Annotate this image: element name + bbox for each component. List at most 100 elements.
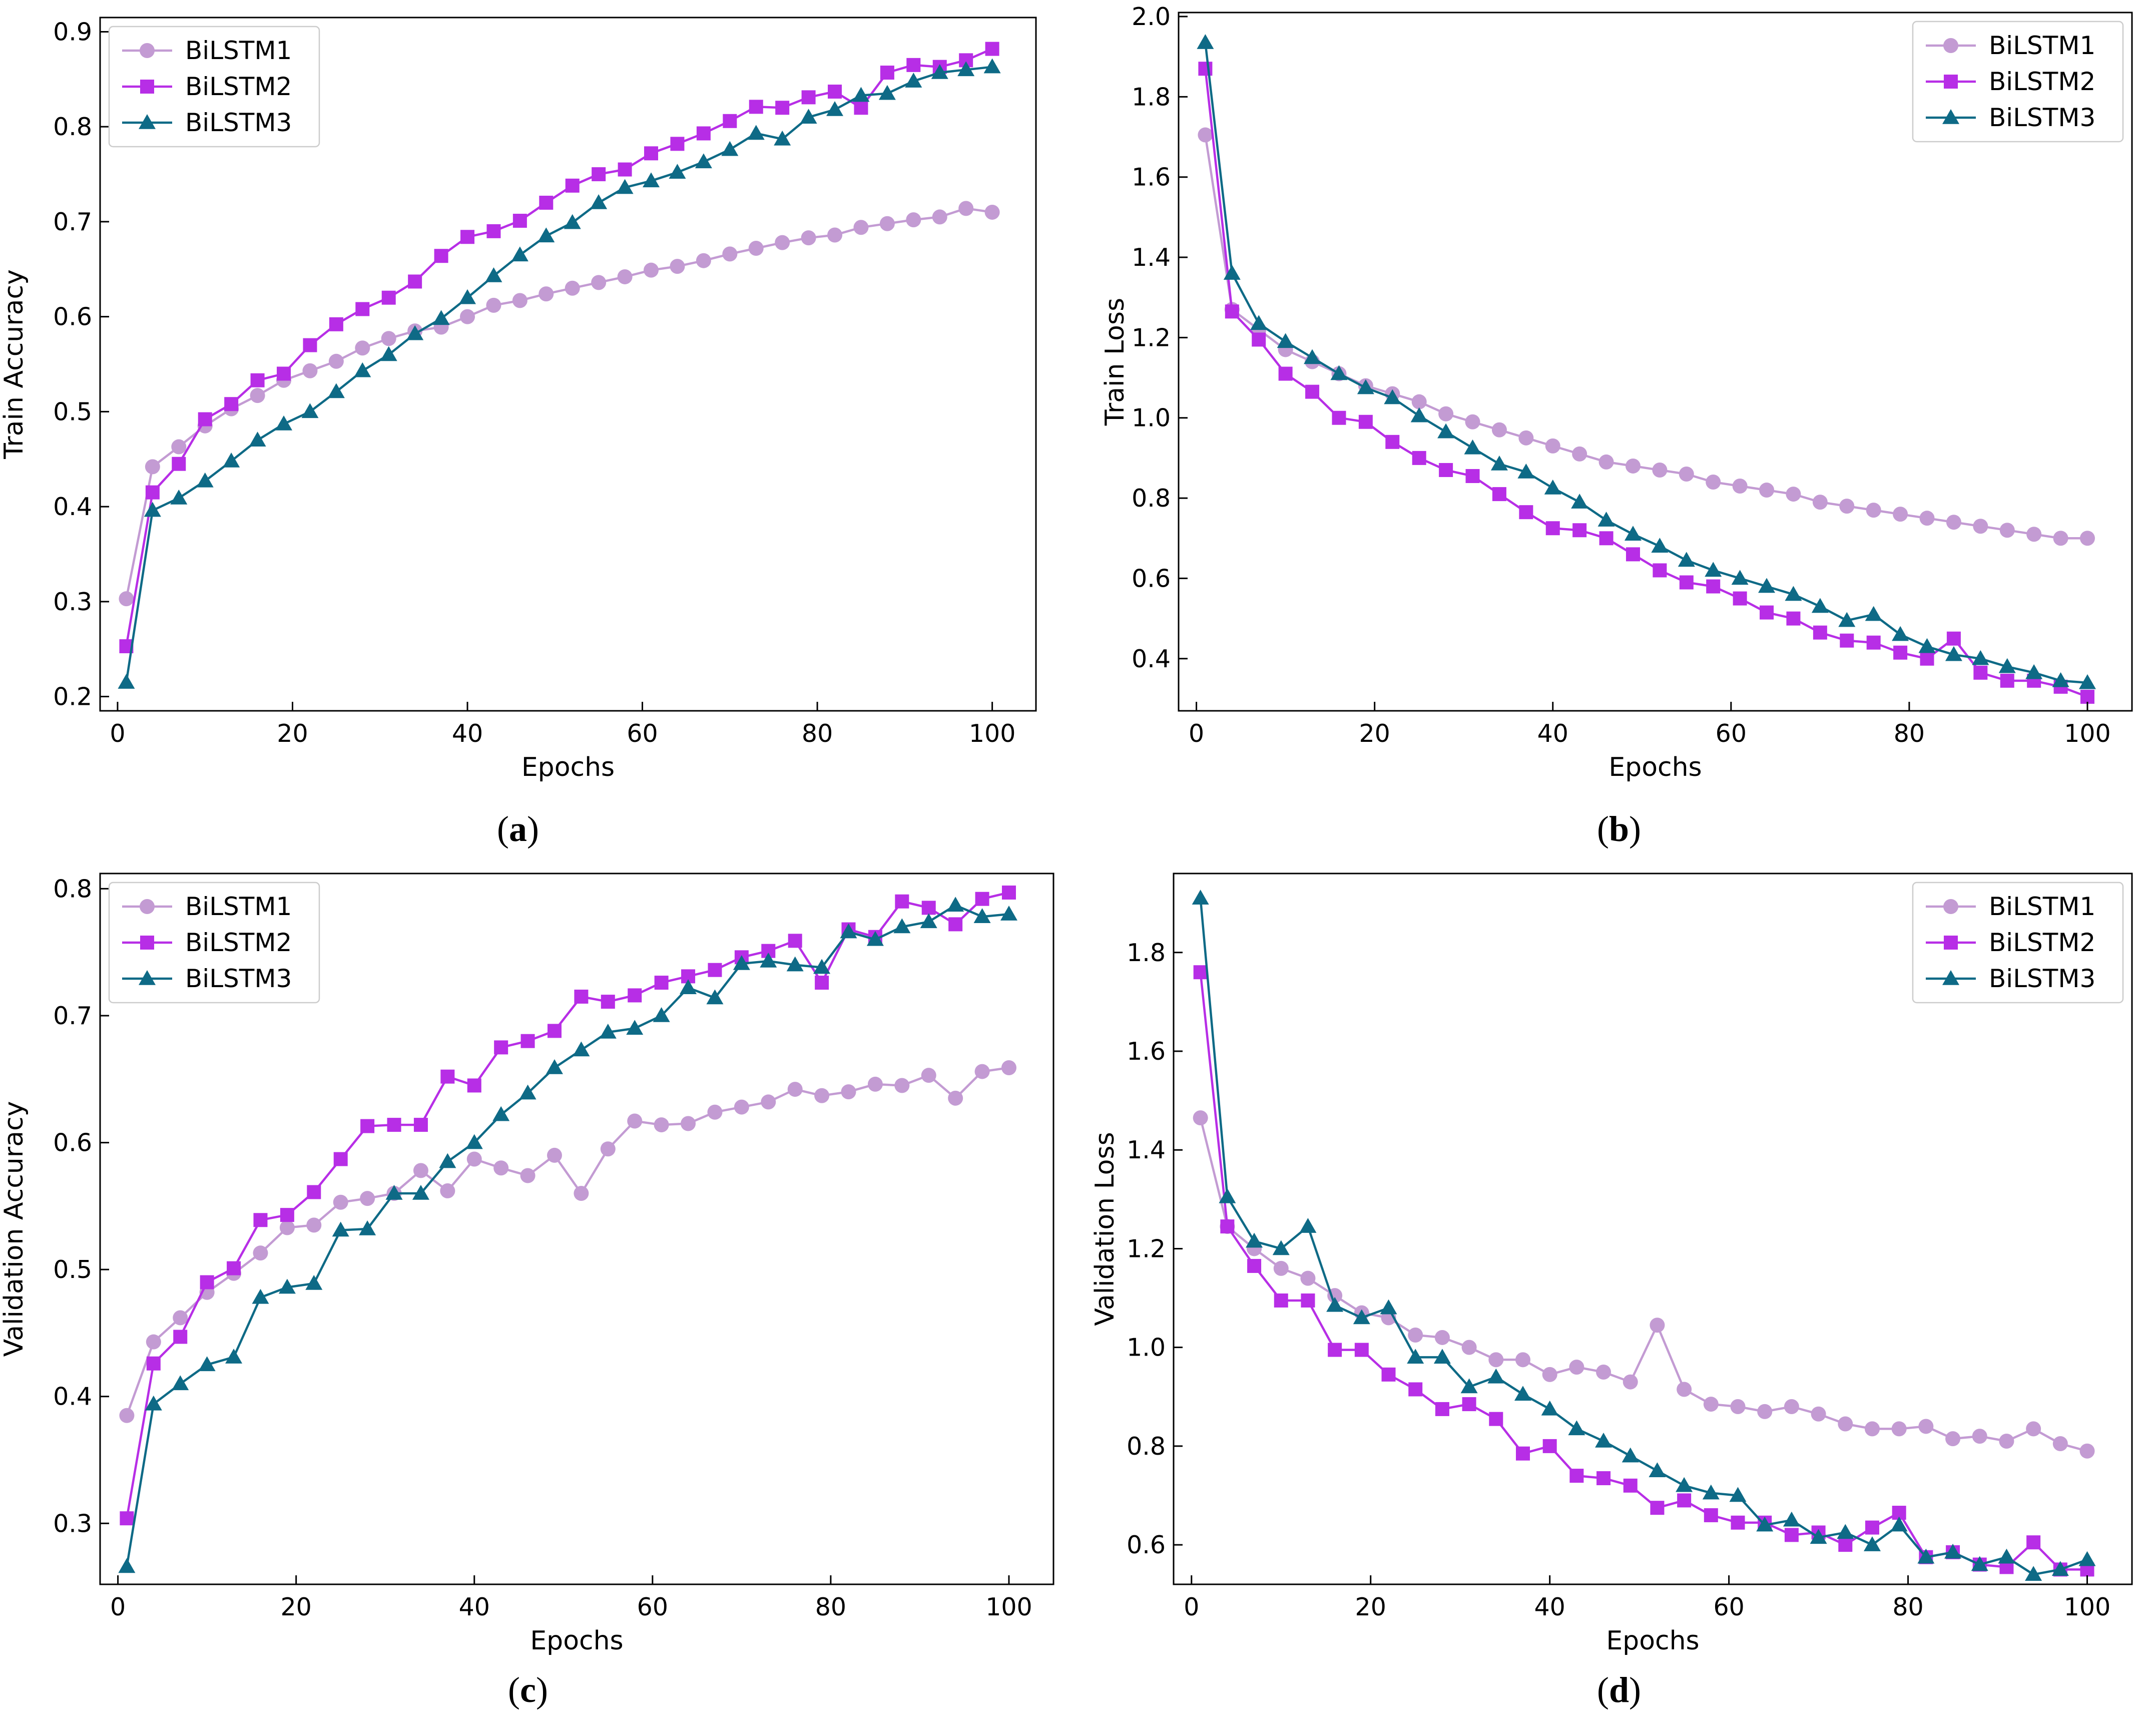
x-tick-label: 20	[277, 719, 308, 748]
data-point	[722, 246, 738, 262]
legend-item: BiLSTM3	[1926, 103, 2095, 132]
data-point	[546, 1059, 563, 1074]
data-point	[1274, 1293, 1288, 1308]
x-tick-label: 80	[802, 719, 833, 748]
data-point	[1489, 1412, 1503, 1426]
data-point	[413, 1163, 428, 1178]
data-point	[250, 373, 265, 387]
data-point	[1252, 332, 1266, 347]
data-point	[948, 917, 963, 932]
series-bilstm1	[119, 1060, 1016, 1423]
data-point	[748, 241, 764, 256]
data-point	[1571, 494, 1588, 509]
series-bilstm1	[1193, 1110, 2095, 1459]
data-point	[1273, 1260, 1289, 1276]
data-point	[1301, 1293, 1315, 1308]
legend-label: BiLSTM1	[185, 892, 292, 921]
data-point	[460, 230, 475, 244]
data-point	[841, 1084, 856, 1100]
series-line	[126, 904, 1009, 1567]
data-point	[1972, 1429, 1987, 1444]
data-point	[1353, 1309, 1370, 1325]
data-point	[1891, 1421, 1907, 1437]
data-point	[1811, 598, 1829, 613]
data-point	[1462, 1397, 1476, 1412]
legend-item: BiLSTM3	[122, 964, 292, 993]
data-point	[1595, 1433, 1612, 1448]
data-point	[1491, 422, 1507, 438]
data-point	[1597, 512, 1615, 527]
data-point	[119, 591, 134, 607]
data-point	[801, 90, 816, 105]
caption-open: (	[1597, 1670, 1609, 1710]
data-point	[644, 262, 659, 278]
data-point	[1460, 1378, 1478, 1394]
data-point	[1001, 1060, 1016, 1075]
data-point	[973, 908, 991, 923]
data-point	[2000, 673, 2014, 688]
data-point	[1758, 578, 1776, 593]
legend-label: BiLSTM2	[185, 928, 292, 957]
x-tick-label: 0	[1189, 719, 1204, 748]
data-point	[681, 1116, 696, 1131]
data-point	[439, 1153, 456, 1168]
data-point	[983, 58, 1001, 74]
data-point	[880, 66, 894, 80]
data-point	[1514, 1386, 1531, 1401]
data-point	[1918, 638, 1936, 653]
legend-marker	[140, 80, 154, 94]
data-point	[145, 1395, 162, 1411]
data-point	[2079, 1443, 2095, 1459]
data-point	[592, 167, 606, 182]
axes-frame	[1173, 873, 2133, 1585]
data-point	[1759, 483, 1775, 498]
data-point	[627, 1113, 643, 1129]
series-bilstm3	[1197, 34, 2096, 689]
data-point	[1786, 611, 1801, 626]
data-point	[1838, 1538, 1853, 1552]
data-point	[893, 918, 911, 934]
data-point	[1785, 586, 1802, 601]
data-point	[144, 502, 161, 517]
data-point	[387, 1118, 401, 1132]
data-point	[280, 1208, 294, 1222]
data-point	[1866, 635, 1881, 650]
data-point	[485, 267, 502, 282]
data-point	[1435, 1402, 1449, 1416]
data-point	[947, 897, 964, 912]
data-point	[250, 388, 265, 403]
data-point	[1838, 612, 1856, 627]
data-point	[1945, 646, 1962, 661]
data-point	[333, 1194, 348, 1210]
legend-label: BiLSTM1	[185, 36, 292, 65]
data-point	[1515, 1446, 1530, 1461]
x-tick-label: 80	[1894, 719, 1925, 748]
data-point	[355, 302, 370, 316]
data-point	[1330, 365, 1348, 380]
data-point	[1704, 1508, 1718, 1522]
panel-caption: (c)	[508, 1670, 548, 1710]
data-point	[1487, 1368, 1505, 1384]
data-point	[761, 1094, 776, 1110]
data-point	[1839, 499, 1855, 514]
data-point	[695, 153, 712, 169]
data-point	[1000, 906, 1017, 921]
data-point	[1328, 1343, 1342, 1357]
data-point	[573, 1041, 590, 1057]
data-point	[1517, 463, 1535, 479]
data-point	[1649, 1462, 1666, 1477]
data-point	[1920, 651, 1934, 666]
y-tick-label: 0.8	[53, 113, 92, 141]
data-point	[1783, 1511, 1800, 1527]
data-point	[591, 275, 607, 290]
data-point	[1863, 1536, 1881, 1551]
data-point	[1408, 1328, 1423, 1343]
caption-close: )	[527, 809, 539, 849]
data-point	[775, 235, 790, 250]
data-point	[1972, 650, 1989, 665]
data-point	[547, 1147, 562, 1163]
x-axis-label: Epochs	[521, 752, 615, 782]
legend: BiLSTM1 BiLSTM2 BiLSTM3	[108, 26, 320, 148]
data-point	[119, 1408, 135, 1423]
data-point	[1568, 1420, 1585, 1436]
